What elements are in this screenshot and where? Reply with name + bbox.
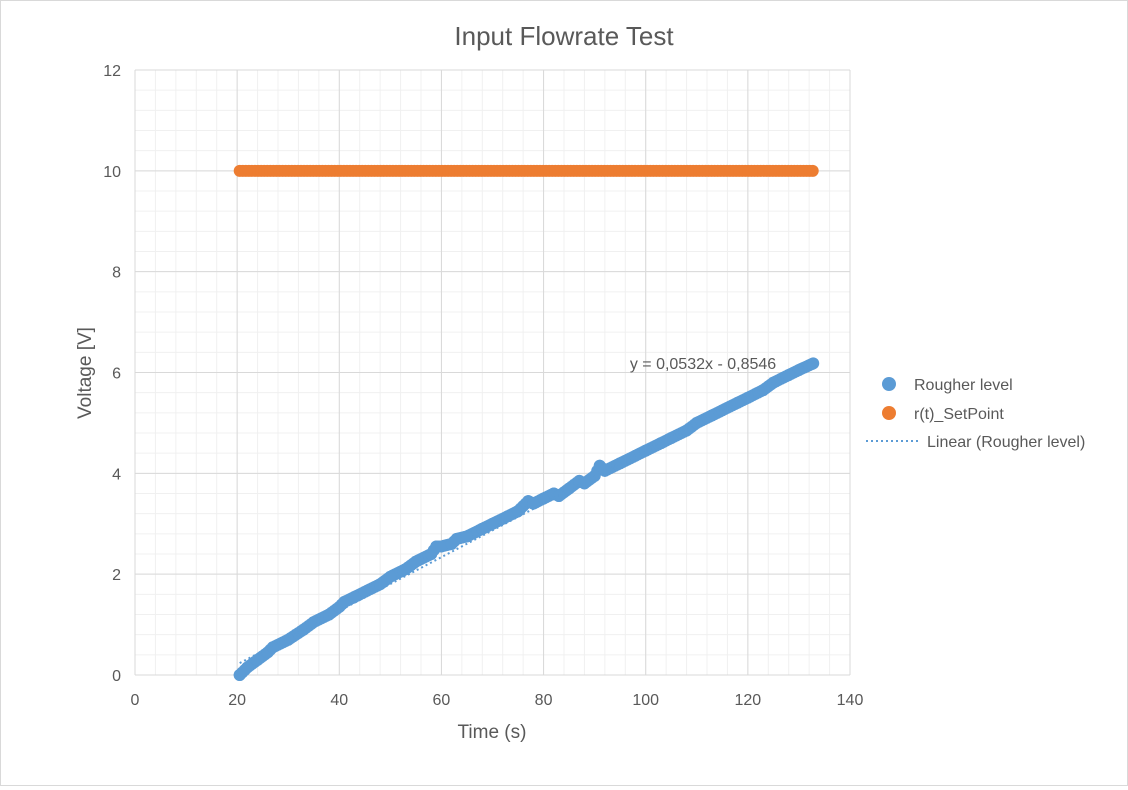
y-tick-label: 12 [103,63,121,80]
rougher-point [241,661,254,674]
series-setpoint [233,164,819,177]
rougher-point [680,424,693,437]
trendline-equation: y = 0,0532x - 0,8546 [630,356,776,373]
x-tick-label: 100 [632,692,659,709]
rougher-point [233,669,246,681]
rougher-point [476,522,489,535]
rougher-point [731,396,744,409]
rougher-point [251,653,264,666]
rougher-point [706,409,719,422]
y-tick-label: 8 [112,265,121,282]
legend-label-setpoint: r(t)_SetPoint [914,406,1004,423]
rougher-point [716,404,729,417]
chart-title: Input Flowrate Test [454,21,674,51]
rougher-point [614,457,627,470]
rougher-point [655,437,668,450]
y-tick-label: 0 [112,668,121,685]
legend-label-rougher: Rougher level [914,377,1013,394]
rougher-point [409,555,422,568]
rougher-point [307,616,320,629]
rougher-point [639,444,652,457]
y-tick-label: 10 [103,164,121,181]
rougher-point [807,357,820,370]
rougher-point [767,376,780,389]
rougher-point [282,633,295,646]
rougher-point [598,464,611,477]
rougher-point [323,608,336,621]
rougher-point [665,432,678,445]
rougher-point [399,563,412,576]
rougher-point [450,532,463,545]
x-axis-label: Time (s) [458,722,527,743]
x-tick-label: 0 [131,692,140,709]
x-tick-label: 20 [228,692,246,709]
legend-marker-rougher [882,377,896,391]
rougher-point [512,505,525,518]
x-axis-ticks: 0 20 40 60 80 100 120 140 [131,692,864,709]
rougher-point [384,570,397,583]
x-tick-label: 60 [433,692,451,709]
rougher-point [563,482,576,495]
legend: Rougher level r(t)_SetPoint Linear (Roug… [866,377,1085,451]
setpoint-point [806,164,819,177]
series-rougher-level [233,357,820,681]
rougher-point [757,384,770,397]
rougher-point [435,540,448,553]
legend-label-trendline: Linear (Rougher level) [927,434,1085,451]
rougher-point [578,477,591,490]
rougher-point [501,510,514,523]
rougher-point [537,492,550,505]
x-tick-label: 140 [837,692,864,709]
y-tick-label: 4 [112,466,121,483]
rougher-point [348,590,361,603]
rougher-point [486,517,499,530]
x-tick-label: 120 [735,692,762,709]
y-tick-label: 6 [112,366,121,383]
rougher-point [297,623,310,636]
rougher-point [338,595,351,608]
rougher-point [460,530,473,543]
x-tick-label: 80 [535,692,553,709]
rougher-point [741,391,754,404]
x-tick-label: 40 [330,692,348,709]
y-tick-label: 2 [112,567,121,584]
legend-marker-setpoint [882,406,896,420]
y-axis-ticks: 0 2 4 6 8 10 12 [103,63,121,685]
rougher-point [266,641,279,654]
y-axis-label: Voltage [V] [75,327,96,419]
rougher-point [374,578,387,591]
